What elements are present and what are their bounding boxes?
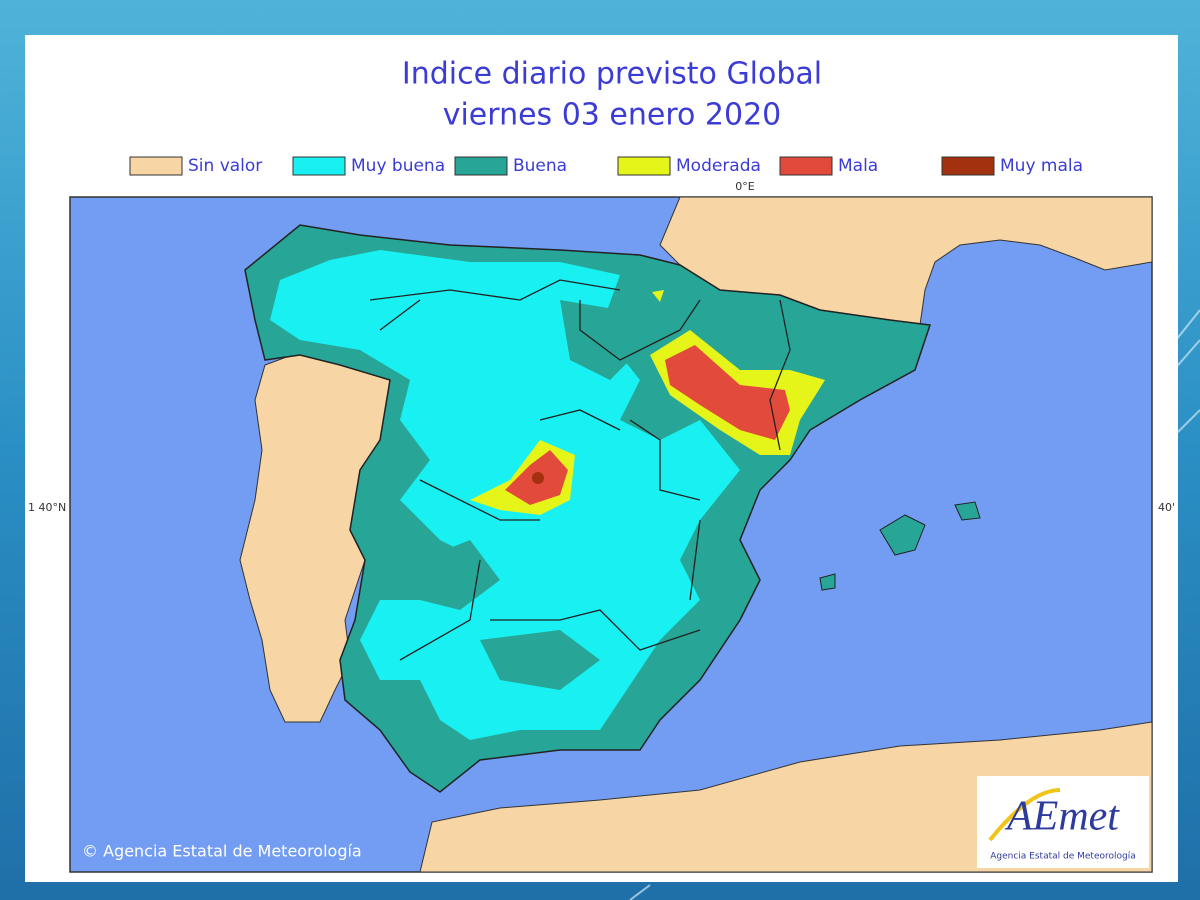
title: Indice diario previsto Global [402,57,822,92]
legend-swatch [779,156,833,176]
legend-label: Muy mala [1000,156,1083,176]
legend-label: Moderada [676,156,761,176]
subtitle: viernes 03 enero 2020 [443,98,782,133]
left-coordinate: 1 40°N [28,501,66,514]
legend: Sin valor Muy buena Buena Moderada Mala Muy m… [129,156,1083,176]
legend-swatch [454,156,508,176]
balearic-islands [819,501,981,591]
legend-swatch [129,156,183,176]
zone-very-bad [532,472,544,484]
legend-swatch [941,156,995,176]
zone-bad [505,345,790,505]
map: 0°E 1 40°N 40' © Agencia Estatal de Mete… [28,180,1175,873]
zone-moderate [470,290,825,515]
top-coordinate: 0°E [735,180,754,193]
legend-label: Sin valor [188,156,262,176]
legend-label: Mala [838,156,878,176]
africa [419,721,1153,873]
credit: © Agencia Estatal de Meteorología [82,842,362,861]
legend-label: Buena [513,156,567,176]
logo-name: AEmet [1004,794,1120,840]
legend-swatch [617,156,671,176]
legend-swatch [292,156,346,176]
legend-label: Muy buena [351,156,445,176]
right-coordinate: 40' [1158,501,1175,514]
logo-subtitle: Agencia Estatal de Meteorología [990,852,1136,862]
